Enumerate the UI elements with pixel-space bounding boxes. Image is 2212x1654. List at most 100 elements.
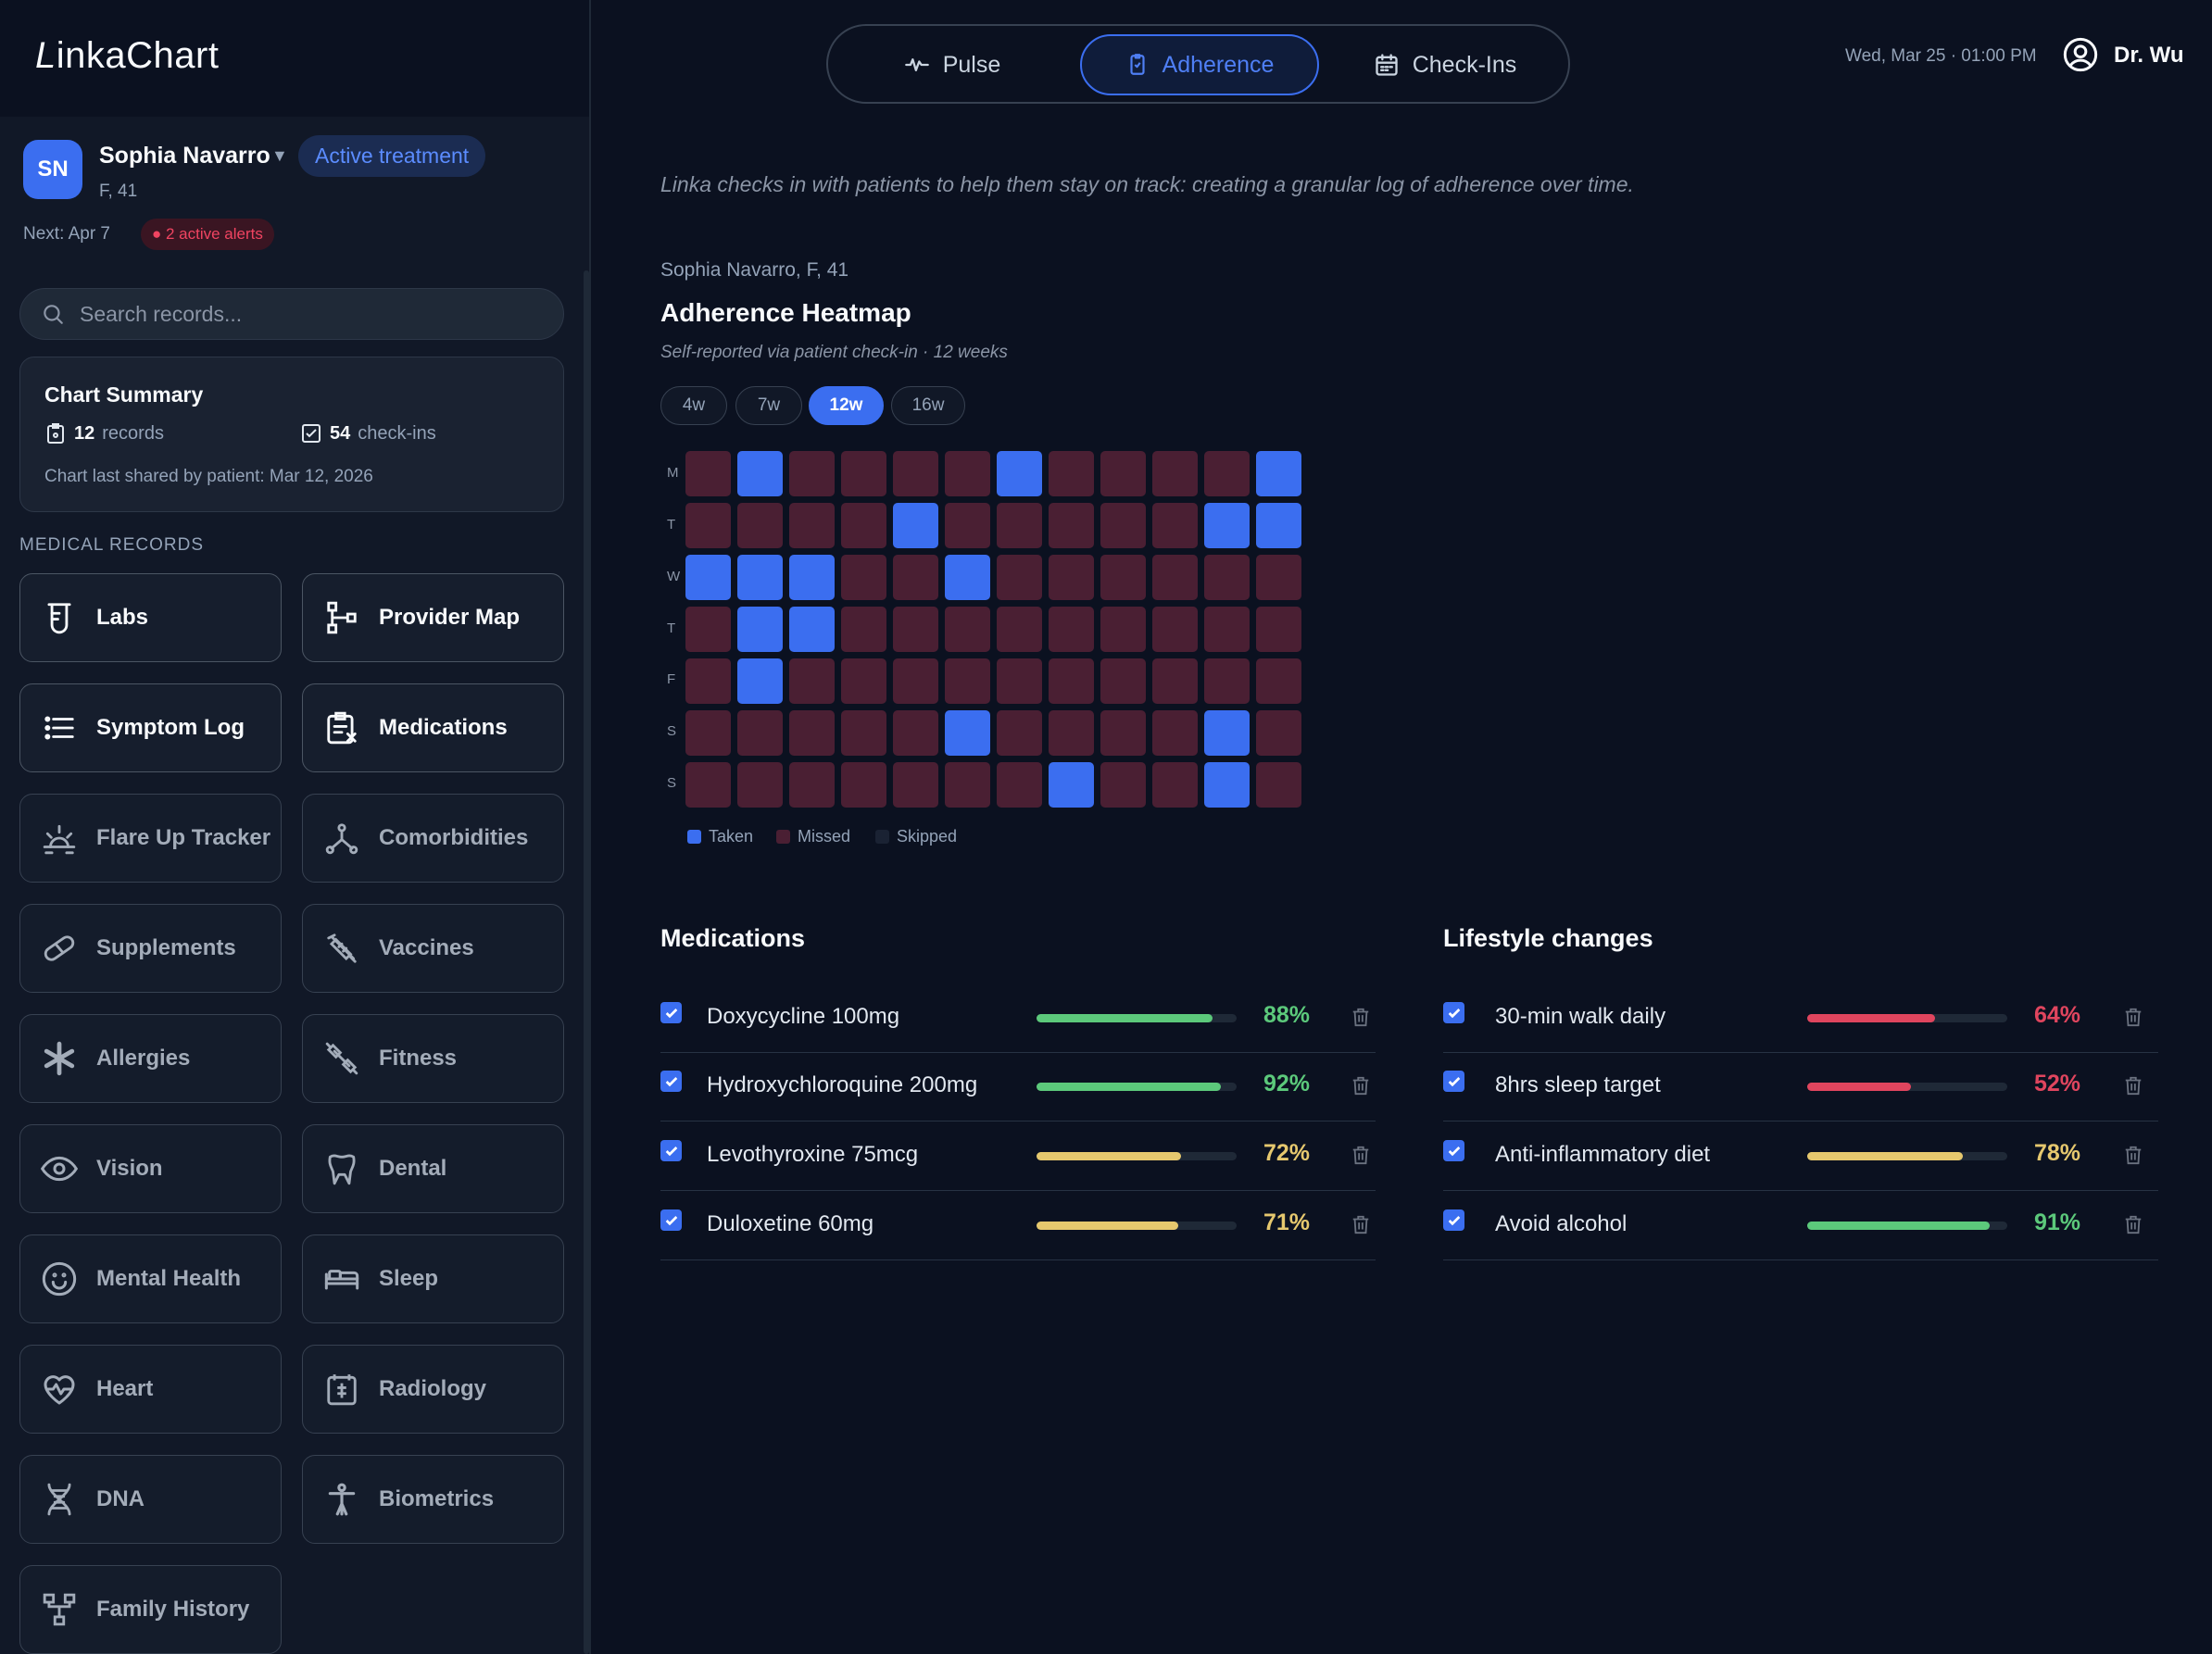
record-tile-vaccines[interactable]: Vaccines xyxy=(302,904,564,993)
user-avatar-icon[interactable] xyxy=(2062,36,2099,73)
heatmap-cell[interactable] xyxy=(737,710,783,756)
heatmap-cell[interactable] xyxy=(893,710,938,756)
heatmap-cell[interactable] xyxy=(893,451,938,496)
heatmap-cell[interactable] xyxy=(997,710,1042,756)
search-input[interactable] xyxy=(80,301,543,327)
range-12w[interactable]: 12w xyxy=(809,386,884,425)
heatmap-cell[interactable] xyxy=(789,451,835,496)
record-tile-radiology[interactable]: Radiology xyxy=(302,1345,564,1434)
heatmap-cell[interactable] xyxy=(945,451,990,496)
delete-icon[interactable] xyxy=(1351,1005,1371,1029)
heatmap-cell[interactable] xyxy=(737,555,783,600)
heatmap-cell[interactable] xyxy=(789,607,835,652)
record-tile-biometrics[interactable]: Biometrics xyxy=(302,1455,564,1544)
heatmap-cell[interactable] xyxy=(841,710,886,756)
tab-pulse[interactable]: Pulse xyxy=(841,34,1063,95)
active-alerts-badge[interactable]: ● 2 active alerts xyxy=(141,219,274,250)
record-tile-vision[interactable]: Vision xyxy=(19,1124,282,1213)
heatmap-cell[interactable] xyxy=(1100,451,1146,496)
heatmap-cell[interactable] xyxy=(945,555,990,600)
heatmap-cell[interactable] xyxy=(1049,503,1094,548)
heatmap-cell[interactable] xyxy=(737,451,783,496)
record-tile-sleep[interactable]: Sleep xyxy=(302,1234,564,1323)
heatmap-cell[interactable] xyxy=(945,710,990,756)
patient-avatar[interactable]: SN xyxy=(23,140,82,199)
heatmap-cell[interactable] xyxy=(685,607,731,652)
heatmap-cell[interactable] xyxy=(1152,710,1198,756)
heatmap-cell[interactable] xyxy=(789,762,835,808)
heatmap-cell[interactable] xyxy=(1256,503,1301,548)
heatmap-cell[interactable] xyxy=(1100,762,1146,808)
heatmap-cell[interactable] xyxy=(997,762,1042,808)
heatmap-cell[interactable] xyxy=(893,503,938,548)
heatmap-cell[interactable] xyxy=(841,451,886,496)
delete-icon[interactable] xyxy=(2123,1143,2143,1167)
heatmap-cell[interactable] xyxy=(1100,555,1146,600)
patient-switch-caret-icon[interactable]: ▼ xyxy=(271,146,288,165)
heatmap-cell[interactable] xyxy=(1204,555,1250,600)
range-4w[interactable]: 4w xyxy=(660,386,727,425)
heatmap-cell[interactable] xyxy=(1256,658,1301,704)
delete-icon[interactable] xyxy=(1351,1212,1371,1236)
heatmap-cell[interactable] xyxy=(997,555,1042,600)
heatmap-cell[interactable] xyxy=(997,607,1042,652)
heatmap-cell[interactable] xyxy=(841,658,886,704)
record-tile-family-history[interactable]: Family History xyxy=(19,1565,282,1654)
heatmap-cell[interactable] xyxy=(1100,503,1146,548)
heatmap-cell[interactable] xyxy=(841,555,886,600)
range-16w[interactable]: 16w xyxy=(891,386,965,425)
heatmap-cell[interactable] xyxy=(1049,658,1094,704)
record-tile-supplements[interactable]: Supplements xyxy=(19,904,282,993)
heatmap-cell[interactable] xyxy=(1256,762,1301,808)
heatmap-cell[interactable] xyxy=(997,451,1042,496)
app-logo[interactable]: LinkaChart xyxy=(35,35,220,76)
heatmap-cell[interactable] xyxy=(737,503,783,548)
search-bar[interactable] xyxy=(19,288,564,340)
heatmap-cell[interactable] xyxy=(737,762,783,808)
heatmap-cell[interactable] xyxy=(685,710,731,756)
heatmap-cell[interactable] xyxy=(1049,762,1094,808)
record-tile-dental[interactable]: Dental xyxy=(302,1124,564,1213)
heatmap-cell[interactable] xyxy=(685,503,731,548)
heatmap-cell[interactable] xyxy=(841,607,886,652)
range-7w[interactable]: 7w xyxy=(735,386,802,425)
delete-icon[interactable] xyxy=(1351,1073,1371,1097)
record-tile-medications[interactable]: Medications xyxy=(302,683,564,772)
heatmap-cell[interactable] xyxy=(1204,451,1250,496)
heatmap-cell[interactable] xyxy=(893,555,938,600)
lifestyle-checkbox[interactable] xyxy=(1443,1002,1464,1023)
heatmap-cell[interactable] xyxy=(1204,658,1250,704)
heatmap-cell[interactable] xyxy=(945,503,990,548)
heatmap-cell[interactable] xyxy=(945,658,990,704)
heatmap-cell[interactable] xyxy=(997,658,1042,704)
heatmap-cell[interactable] xyxy=(1100,710,1146,756)
lifestyle-checkbox[interactable] xyxy=(1443,1209,1464,1231)
heatmap-cell[interactable] xyxy=(1256,607,1301,652)
heatmap-cell[interactable] xyxy=(841,762,886,808)
lifestyle-checkbox[interactable] xyxy=(1443,1071,1464,1092)
heatmap-cell[interactable] xyxy=(789,658,835,704)
record-tile-fitness[interactable]: Fitness xyxy=(302,1014,564,1103)
heatmap-cell[interactable] xyxy=(1152,555,1198,600)
heatmap-cell[interactable] xyxy=(1204,710,1250,756)
heatmap-cell[interactable] xyxy=(1152,658,1198,704)
heatmap-cell[interactable] xyxy=(1049,555,1094,600)
record-tile-provider-map[interactable]: Provider Map xyxy=(302,573,564,662)
heatmap-cell[interactable] xyxy=(893,762,938,808)
tab-adherence[interactable]: Adherence xyxy=(1080,34,1319,95)
heatmap-cell[interactable] xyxy=(1204,503,1250,548)
heatmap-cell[interactable] xyxy=(1049,451,1094,496)
heatmap-cell[interactable] xyxy=(685,658,731,704)
heatmap-cell[interactable] xyxy=(1049,710,1094,756)
heatmap-cell[interactable] xyxy=(685,451,731,496)
record-tile-heart[interactable]: Heart xyxy=(19,1345,282,1434)
heatmap-cell[interactable] xyxy=(945,607,990,652)
lifestyle-checkbox[interactable] xyxy=(1443,1140,1464,1161)
heatmap-cell[interactable] xyxy=(841,503,886,548)
record-tile-mental-health[interactable]: Mental Health xyxy=(19,1234,282,1323)
heatmap-cell[interactable] xyxy=(1100,658,1146,704)
delete-icon[interactable] xyxy=(2123,1212,2143,1236)
heatmap-cell[interactable] xyxy=(789,710,835,756)
heatmap-cell[interactable] xyxy=(1256,710,1301,756)
heatmap-cell[interactable] xyxy=(789,503,835,548)
